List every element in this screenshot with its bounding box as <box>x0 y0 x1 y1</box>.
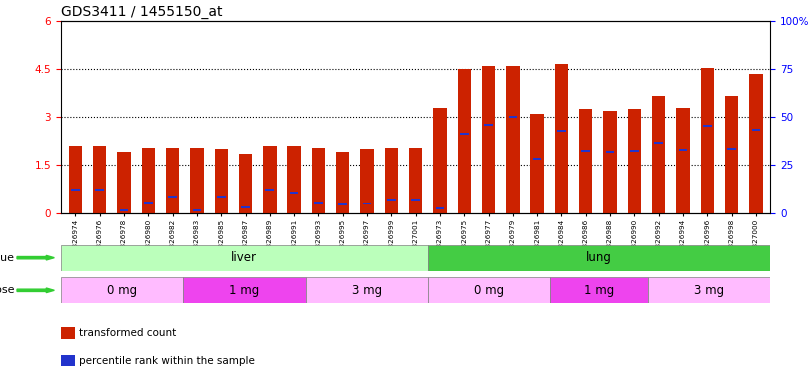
Bar <box>166 147 179 213</box>
Text: 0 mg: 0 mg <box>107 284 137 297</box>
Bar <box>428 277 550 303</box>
Bar <box>265 189 274 190</box>
Bar <box>579 109 593 213</box>
Bar <box>411 199 420 201</box>
Bar <box>311 147 325 213</box>
Bar <box>168 196 177 198</box>
Text: tissue: tissue <box>0 253 15 263</box>
Bar <box>428 245 770 271</box>
Bar <box>648 277 770 303</box>
Bar <box>603 111 616 213</box>
Bar <box>69 146 82 213</box>
Bar <box>484 124 493 126</box>
Bar <box>118 152 131 213</box>
Bar <box>93 146 106 213</box>
Bar <box>506 66 520 213</box>
Bar <box>387 199 396 201</box>
Bar <box>363 203 371 205</box>
Text: liver: liver <box>231 251 257 264</box>
Bar <box>215 149 228 213</box>
Bar <box>120 209 128 211</box>
Bar <box>183 277 306 303</box>
Bar <box>530 114 544 213</box>
Bar <box>482 66 496 213</box>
Bar <box>752 129 760 131</box>
Text: lung: lung <box>586 251 612 264</box>
Bar <box>71 189 79 190</box>
Bar <box>96 189 104 190</box>
Bar <box>409 147 423 213</box>
Bar <box>384 147 398 213</box>
Bar <box>192 209 201 211</box>
Bar <box>581 150 590 152</box>
Bar <box>457 69 471 213</box>
Bar <box>336 152 350 213</box>
Bar <box>557 130 566 132</box>
Bar <box>654 142 663 144</box>
Bar <box>679 149 687 151</box>
Bar <box>238 154 252 213</box>
Bar <box>725 96 738 213</box>
Bar <box>436 207 444 209</box>
Bar <box>290 192 298 194</box>
Bar <box>241 206 250 208</box>
Text: 0 mg: 0 mg <box>474 284 504 297</box>
Bar <box>676 108 689 213</box>
Bar <box>703 125 711 127</box>
Bar <box>61 277 183 303</box>
Bar <box>628 109 641 213</box>
Bar <box>314 202 323 204</box>
Bar <box>217 196 225 198</box>
Bar <box>191 147 204 213</box>
Bar <box>460 133 469 135</box>
Bar <box>142 147 155 213</box>
Text: GDS3411 / 1455150_at: GDS3411 / 1455150_at <box>61 5 222 19</box>
Bar <box>630 150 639 152</box>
Bar <box>433 108 447 213</box>
Bar <box>727 148 736 150</box>
Text: percentile rank within the sample: percentile rank within the sample <box>79 356 255 366</box>
Bar <box>287 146 301 213</box>
Text: 1 mg: 1 mg <box>584 284 614 297</box>
Text: dose: dose <box>0 285 15 295</box>
Bar <box>606 151 615 153</box>
Bar <box>508 116 517 118</box>
Text: 3 mg: 3 mg <box>352 284 382 297</box>
Bar <box>652 96 665 213</box>
Bar <box>338 203 347 205</box>
Text: 3 mg: 3 mg <box>694 284 724 297</box>
Bar <box>360 149 374 213</box>
Text: transformed count: transformed count <box>79 328 177 338</box>
Bar <box>263 146 277 213</box>
Bar <box>749 74 762 213</box>
Bar <box>61 245 428 271</box>
Bar <box>144 202 152 204</box>
Text: 1 mg: 1 mg <box>230 284 260 297</box>
Bar <box>701 68 714 213</box>
Bar <box>550 277 648 303</box>
Bar <box>533 157 542 159</box>
Bar <box>555 64 569 213</box>
Bar <box>306 277 428 303</box>
